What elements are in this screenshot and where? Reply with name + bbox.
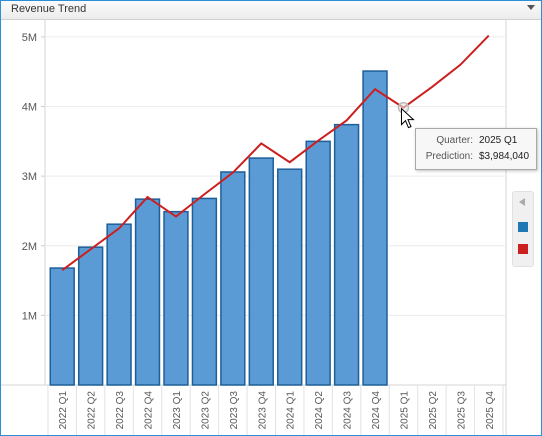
x-tick-label: 2025 Q1 — [399, 391, 410, 430]
revenue-chart: 1M 2M 3M 4M 5M 2022 Q1 2022 Q2 2022 Q3 2022 Q4 20… — [1, 19, 507, 435]
revenue-bar[interactable] — [191, 197, 218, 386]
y-tick-label: 2M — [22, 241, 37, 253]
revenue-bar[interactable] — [362, 70, 388, 386]
y-tick-label: 1M — [22, 310, 37, 322]
x-tick-label: 2024 Q3 — [343, 391, 354, 430]
chevron-down-icon[interactable] — [527, 5, 535, 10]
x-tick-label: 2024 Q1 — [286, 391, 297, 430]
legend-swatch-line — [518, 244, 528, 254]
revenue-bar[interactable] — [106, 223, 132, 386]
tooltip-prediction-value: $3,984,040 — [479, 151, 530, 162]
prediction-tooltip: Quarter: 2025 Q1 Prediction: $3,984,040 — [415, 128, 537, 170]
revenue-bar[interactable] — [163, 210, 189, 386]
prediction-line[interactable] — [61, 34, 490, 271]
y-tick-label: 4M — [22, 102, 37, 114]
revenue-bar[interactable] — [248, 157, 274, 386]
revenue-bar[interactable] — [220, 171, 246, 386]
revenue-bar[interactable] — [277, 168, 303, 386]
revenue-bar[interactable] — [305, 140, 331, 386]
x-tick-label: 2025 Q2 — [428, 391, 439, 430]
x-tick-label: 2025 Q3 — [456, 391, 467, 430]
x-tick-label: 2023 Q4 — [257, 391, 268, 430]
x-tick-label: 2022 Q3 — [115, 391, 126, 430]
legend-swatch-bar — [518, 222, 528, 232]
x-tick-label: 2024 Q4 — [371, 391, 382, 430]
tooltip-quarter-label: Quarter: — [436, 135, 473, 146]
revenue-bar[interactable] — [134, 198, 161, 386]
tooltip-quarter-value: 2025 Q1 — [479, 135, 518, 146]
x-tick-label: 2025 Q4 — [485, 391, 496, 430]
x-tick-label: 2022 Q2 — [87, 391, 98, 430]
x-tick-label: 2024 Q2 — [314, 391, 325, 430]
revenue-bar[interactable] — [333, 123, 360, 386]
y-tick-label: 3M — [22, 171, 37, 183]
x-tick-label: 2022 Q1 — [58, 391, 69, 430]
tooltip-prediction-label: Prediction: — [425, 151, 473, 162]
x-tick-label: 2023 Q3 — [229, 391, 240, 430]
title-bar: Revenue Trend — [1, 1, 541, 20]
x-tick-label: 2023 Q2 — [200, 391, 211, 430]
cursor-icon — [400, 107, 415, 129]
collapse-left-icon[interactable] — [519, 198, 525, 206]
legend-panel[interactable] — [512, 191, 534, 267]
x-tick-label: 2022 Q4 — [144, 391, 155, 430]
x-tick-label: 2023 Q1 — [172, 391, 183, 430]
chart-title: Revenue Trend — [11, 3, 87, 15]
revenue-bar[interactable] — [49, 267, 75, 386]
y-tick-label: 5M — [22, 32, 37, 44]
revenue-bar[interactable] — [77, 246, 104, 386]
